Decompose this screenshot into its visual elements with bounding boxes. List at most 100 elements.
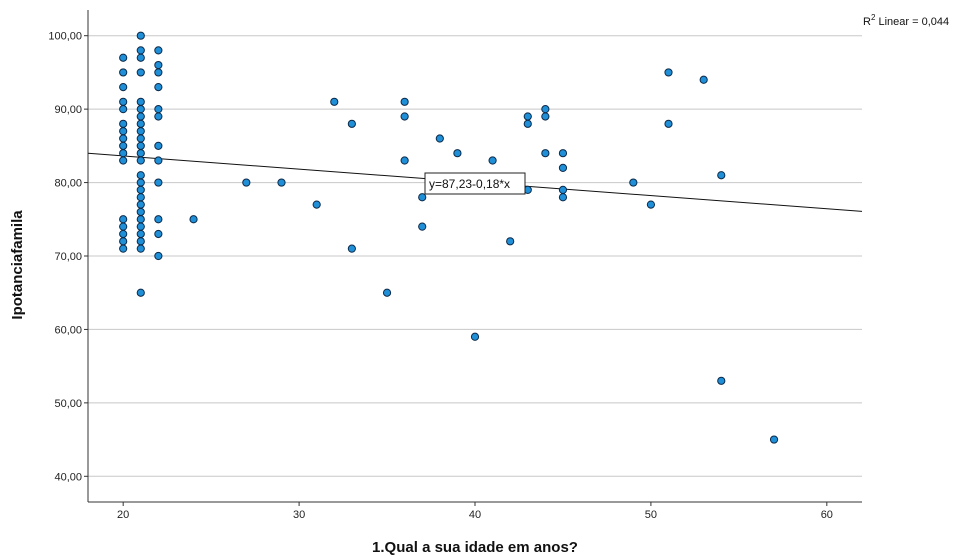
data-point — [330, 97, 339, 106]
data-points — [119, 31, 779, 444]
data-point — [119, 215, 128, 224]
y-tick-label: 60,00 — [54, 324, 82, 336]
data-point — [136, 134, 145, 143]
data-point — [136, 207, 145, 217]
y-ticks: 40,00 50,00 60,00 70,00 80,00 90,00 100,00 — [48, 31, 88, 483]
data-point — [154, 251, 163, 261]
data-point — [136, 31, 145, 40]
data-point — [119, 127, 128, 136]
data-point — [717, 376, 726, 385]
r-squared-superscript: 2 — [871, 13, 876, 22]
data-point — [119, 134, 128, 143]
x-ticks: 20 30 40 50 60 — [117, 502, 833, 521]
data-point — [136, 244, 145, 253]
data-point — [558, 185, 568, 195]
data-point — [136, 112, 145, 121]
data-point — [136, 156, 145, 165]
data-point — [154, 156, 163, 165]
data-point — [136, 215, 145, 224]
data-point — [136, 178, 145, 187]
y-tick-label: 40,00 — [54, 471, 82, 483]
gridlines — [88, 35, 862, 477]
y-tick-label: 90,00 — [54, 104, 82, 116]
data-point — [136, 237, 145, 246]
data-point — [136, 185, 145, 195]
data-point — [189, 215, 198, 224]
data-point — [400, 112, 409, 121]
data-point — [154, 60, 163, 70]
data-point — [382, 288, 392, 297]
data-point — [664, 119, 673, 128]
data-point — [119, 68, 128, 77]
data-point — [154, 46, 163, 55]
data-point — [136, 229, 145, 239]
data-point — [418, 193, 427, 202]
data-point — [136, 222, 145, 231]
data-point — [541, 105, 550, 114]
data-point — [136, 193, 145, 202]
data-point — [769, 435, 779, 444]
data-point — [488, 156, 497, 165]
data-point — [119, 97, 128, 106]
data-point — [154, 68, 163, 77]
equation-box — [424, 172, 526, 195]
data-point — [119, 119, 128, 128]
data-point — [136, 171, 145, 180]
equation-label: y=87,23-0,18*x — [429, 177, 510, 191]
data-point — [418, 222, 427, 231]
y-tick-label: 80,00 — [54, 178, 82, 190]
data-point — [119, 222, 128, 231]
data-point — [664, 68, 673, 77]
data-point — [277, 178, 286, 187]
data-point — [136, 127, 145, 136]
data-point — [541, 149, 550, 158]
data-point — [506, 237, 515, 246]
data-point — [541, 112, 550, 121]
y-tick-label: 100,00 — [48, 31, 82, 43]
data-point — [119, 83, 128, 92]
data-point — [400, 156, 409, 165]
data-point — [629, 178, 638, 187]
data-point — [523, 119, 532, 128]
data-point — [136, 46, 145, 55]
data-point — [154, 178, 163, 187]
data-point — [453, 149, 462, 158]
data-point — [119, 105, 128, 114]
data-point — [136, 119, 145, 128]
data-point — [435, 134, 444, 143]
data-point — [136, 200, 145, 209]
data-point — [136, 149, 145, 158]
r-squared-value: Linear = 0,044 — [875, 16, 949, 28]
data-point — [347, 244, 356, 253]
data-point — [119, 244, 128, 253]
data-point — [154, 229, 163, 239]
data-point — [312, 200, 321, 209]
y-axis-title: Ipotanciafamila — [9, 210, 26, 320]
data-point — [646, 200, 656, 209]
y-tick-label: 70,00 — [54, 251, 82, 263]
data-point — [558, 149, 568, 158]
data-point — [119, 237, 128, 246]
data-point — [119, 149, 128, 158]
r-squared-label: R2 Linear = 0,044 — [863, 13, 949, 28]
data-point — [558, 163, 568, 172]
data-point — [154, 141, 163, 150]
data-point — [154, 112, 163, 121]
data-point — [119, 53, 128, 62]
r-squared-prefix: R — [863, 16, 871, 28]
x-tick-label: 30 — [293, 509, 305, 521]
data-point — [136, 105, 145, 114]
data-point — [136, 53, 145, 62]
data-point — [136, 141, 145, 150]
data-point — [136, 68, 145, 77]
data-point — [717, 171, 726, 180]
x-axis-title: 1.Qual a sua idade em anos? — [372, 539, 578, 556]
y-tick-label: 50,00 — [54, 398, 82, 410]
data-point — [136, 288, 145, 297]
equation-label-group: y=87,23-0,18*x — [424, 172, 526, 195]
data-point — [154, 105, 163, 114]
data-point — [400, 97, 409, 106]
x-tick-label: 60 — [821, 509, 833, 521]
data-point — [242, 178, 251, 187]
